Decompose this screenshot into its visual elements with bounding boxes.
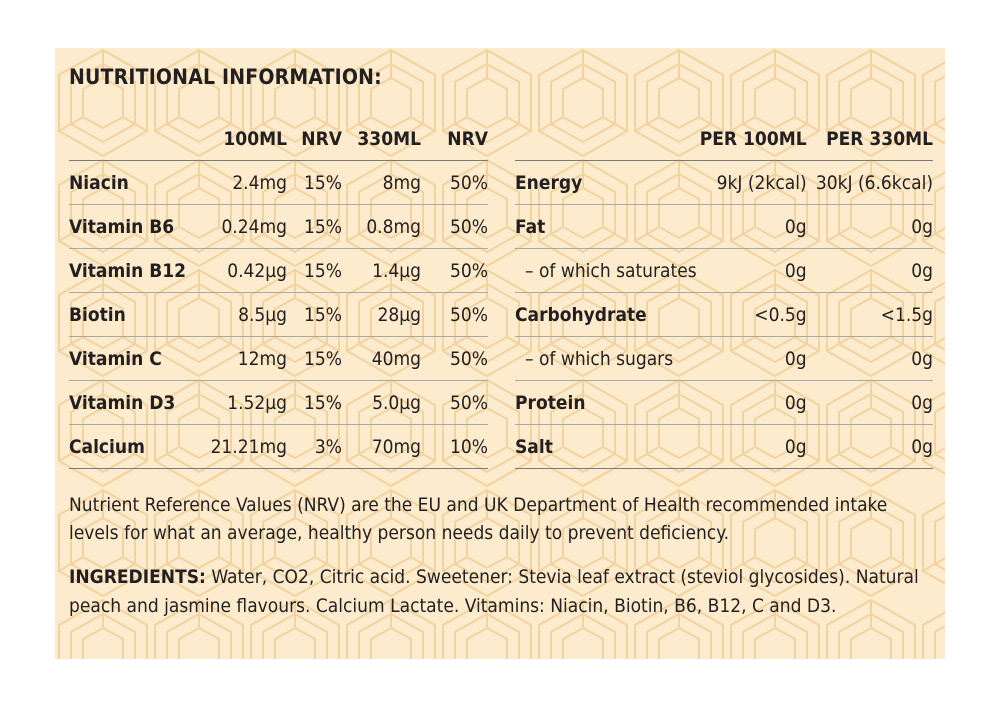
table-row: Niacin 2.4mg 15% 8mg 50%: [69, 160, 488, 205]
nutrition-title: NUTRITIONAL INFORMATION:: [69, 65, 382, 89]
value-per-100ml: 0g: [699, 204, 807, 249]
ingredients-section: INGREDIENTS: Water, CO2, Citric acid. Sw…: [69, 563, 939, 621]
table-row: Energy 9kJ (2kcal) 30kJ (6.6kcal): [515, 160, 933, 205]
value-per-100ml: 0g: [699, 380, 807, 425]
ingredients-text: Water, CO2, Citric acid. Sweetener: Stev…: [69, 566, 919, 617]
nutrient-name: Vitamin C: [69, 336, 189, 381]
table-row: Fat 0g 0g: [515, 204, 933, 249]
nrv-330ml: 50%: [421, 380, 488, 425]
value-per-330ml: 0g: [806, 248, 933, 293]
nrv-100ml: 15%: [287, 204, 342, 249]
nrv-100ml: 3%: [287, 424, 342, 469]
table-row: Vitamin B12 0.42µg 15% 1.4µg 50%: [69, 248, 488, 293]
value-per-330ml: 30kJ (6.6kcal): [806, 160, 933, 205]
ingredients-label: INGREDIENTS:: [69, 566, 206, 588]
nrv-330ml: 50%: [421, 292, 488, 337]
nutrient-name: Protein: [515, 380, 700, 425]
value-330ml: 5.0µg: [342, 380, 421, 425]
header-nrv-100: NRV: [287, 117, 342, 161]
header-empty: [515, 117, 700, 161]
table-row: Carbohydrate <0.5g <1.5g: [515, 292, 933, 337]
table-row: Vitamin C 12mg 15% 40mg 50%: [69, 336, 488, 381]
table-row: – of which saturates 0g 0g: [515, 248, 933, 293]
table-row: – of which sugars 0g 0g: [515, 336, 933, 381]
value-per-100ml: 0g: [699, 424, 807, 469]
vitamin-table-header: 100ML NRV 330ML NRV: [69, 117, 488, 161]
nrv-100ml: 15%: [287, 336, 342, 381]
value-100ml: 12mg: [189, 336, 287, 381]
value-330ml: 70mg: [342, 424, 421, 469]
value-330ml: 8mg: [342, 160, 421, 205]
value-100ml: 2.4mg: [189, 160, 287, 205]
nrv-330ml: 50%: [421, 204, 488, 249]
value-per-330ml: 0g: [806, 204, 933, 249]
value-per-100ml: 9kJ (2kcal): [699, 160, 807, 205]
nutrient-subname: – of which saturates: [515, 248, 700, 293]
nutrient-name: Vitamin B6: [69, 204, 189, 249]
header-per-100ml: PER 100ML: [699, 117, 807, 161]
value-330ml: 40mg: [342, 336, 421, 381]
nutrient-name: Fat: [515, 204, 700, 249]
nrv-330ml: 50%: [421, 336, 488, 381]
header-nrv-330: NRV: [421, 117, 488, 161]
nutrient-name: Biotin: [69, 292, 189, 337]
nutrient-name: Vitamin D3: [69, 380, 189, 425]
header-100ml: 100ML: [189, 117, 287, 161]
value-100ml: 8.5µg: [189, 292, 287, 337]
header-empty: [69, 117, 189, 161]
nutrient-name: Carbohydrate: [515, 292, 700, 337]
value-100ml: 0.42µg: [189, 248, 287, 293]
value-330ml: 1.4µg: [342, 248, 421, 293]
table-row: Salt 0g 0g: [515, 424, 933, 469]
value-per-330ml: 0g: [806, 380, 933, 425]
header-330ml: 330ML: [342, 117, 421, 161]
nutrition-table: PER 100ML PER 330ML Energy 9kJ (2kcal) 3…: [515, 117, 933, 469]
nrv-330ml: 50%: [421, 160, 488, 205]
nrv-explanation: Nutrient Reference Values (NRV) are the …: [69, 494, 888, 544]
nutrition-label-panel: NUTRITIONAL INFORMATION: 100ML NRV 330ML…: [55, 48, 945, 659]
nrv-100ml: 15%: [287, 292, 342, 337]
table-row: Protein 0g 0g: [515, 380, 933, 425]
nutrient-name: Vitamin B12: [69, 248, 189, 293]
value-per-330ml: 0g: [806, 336, 933, 381]
value-330ml: 0.8mg: [342, 204, 421, 249]
nutrient-subname: – of which sugars: [515, 336, 700, 381]
value-100ml: 0.24mg: [189, 204, 287, 249]
vitamin-table: 100ML NRV 330ML NRV Niacin 2.4mg 15% 8mg…: [69, 117, 488, 469]
value-per-330ml: 0g: [806, 424, 933, 469]
table-row: Biotin 8.5µg 15% 28µg 50%: [69, 292, 488, 337]
nrv-330ml: 10%: [421, 424, 488, 469]
nrv-100ml: 15%: [287, 248, 342, 293]
table-row: Vitamin B6 0.24mg 15% 0.8mg 50%: [69, 204, 488, 249]
value-per-330ml: <1.5g: [806, 292, 933, 337]
nutrient-name: Energy: [515, 160, 700, 205]
value-100ml: 21.21mg: [189, 424, 287, 469]
table-row: Vitamin D3 1.52µg 15% 5.0µg 50%: [69, 380, 488, 425]
value-per-100ml: 0g: [699, 248, 807, 293]
nrv-100ml: 15%: [287, 380, 342, 425]
value-100ml: 1.52µg: [189, 380, 287, 425]
value-330ml: 28µg: [342, 292, 421, 337]
nutrient-name: Calcium: [69, 424, 189, 469]
nutrient-name: Salt: [515, 424, 700, 469]
value-per-100ml: 0g: [699, 336, 807, 381]
header-per-330ml: PER 330ML: [806, 117, 933, 161]
nrv-100ml: 15%: [287, 160, 342, 205]
nutrient-name: Niacin: [69, 160, 189, 205]
nutrition-table-header: PER 100ML PER 330ML: [515, 117, 933, 161]
nrv-330ml: 50%: [421, 248, 488, 293]
table-row: Calcium 21.21mg 3% 70mg 10%: [69, 424, 488, 469]
value-per-100ml: <0.5g: [699, 292, 807, 337]
